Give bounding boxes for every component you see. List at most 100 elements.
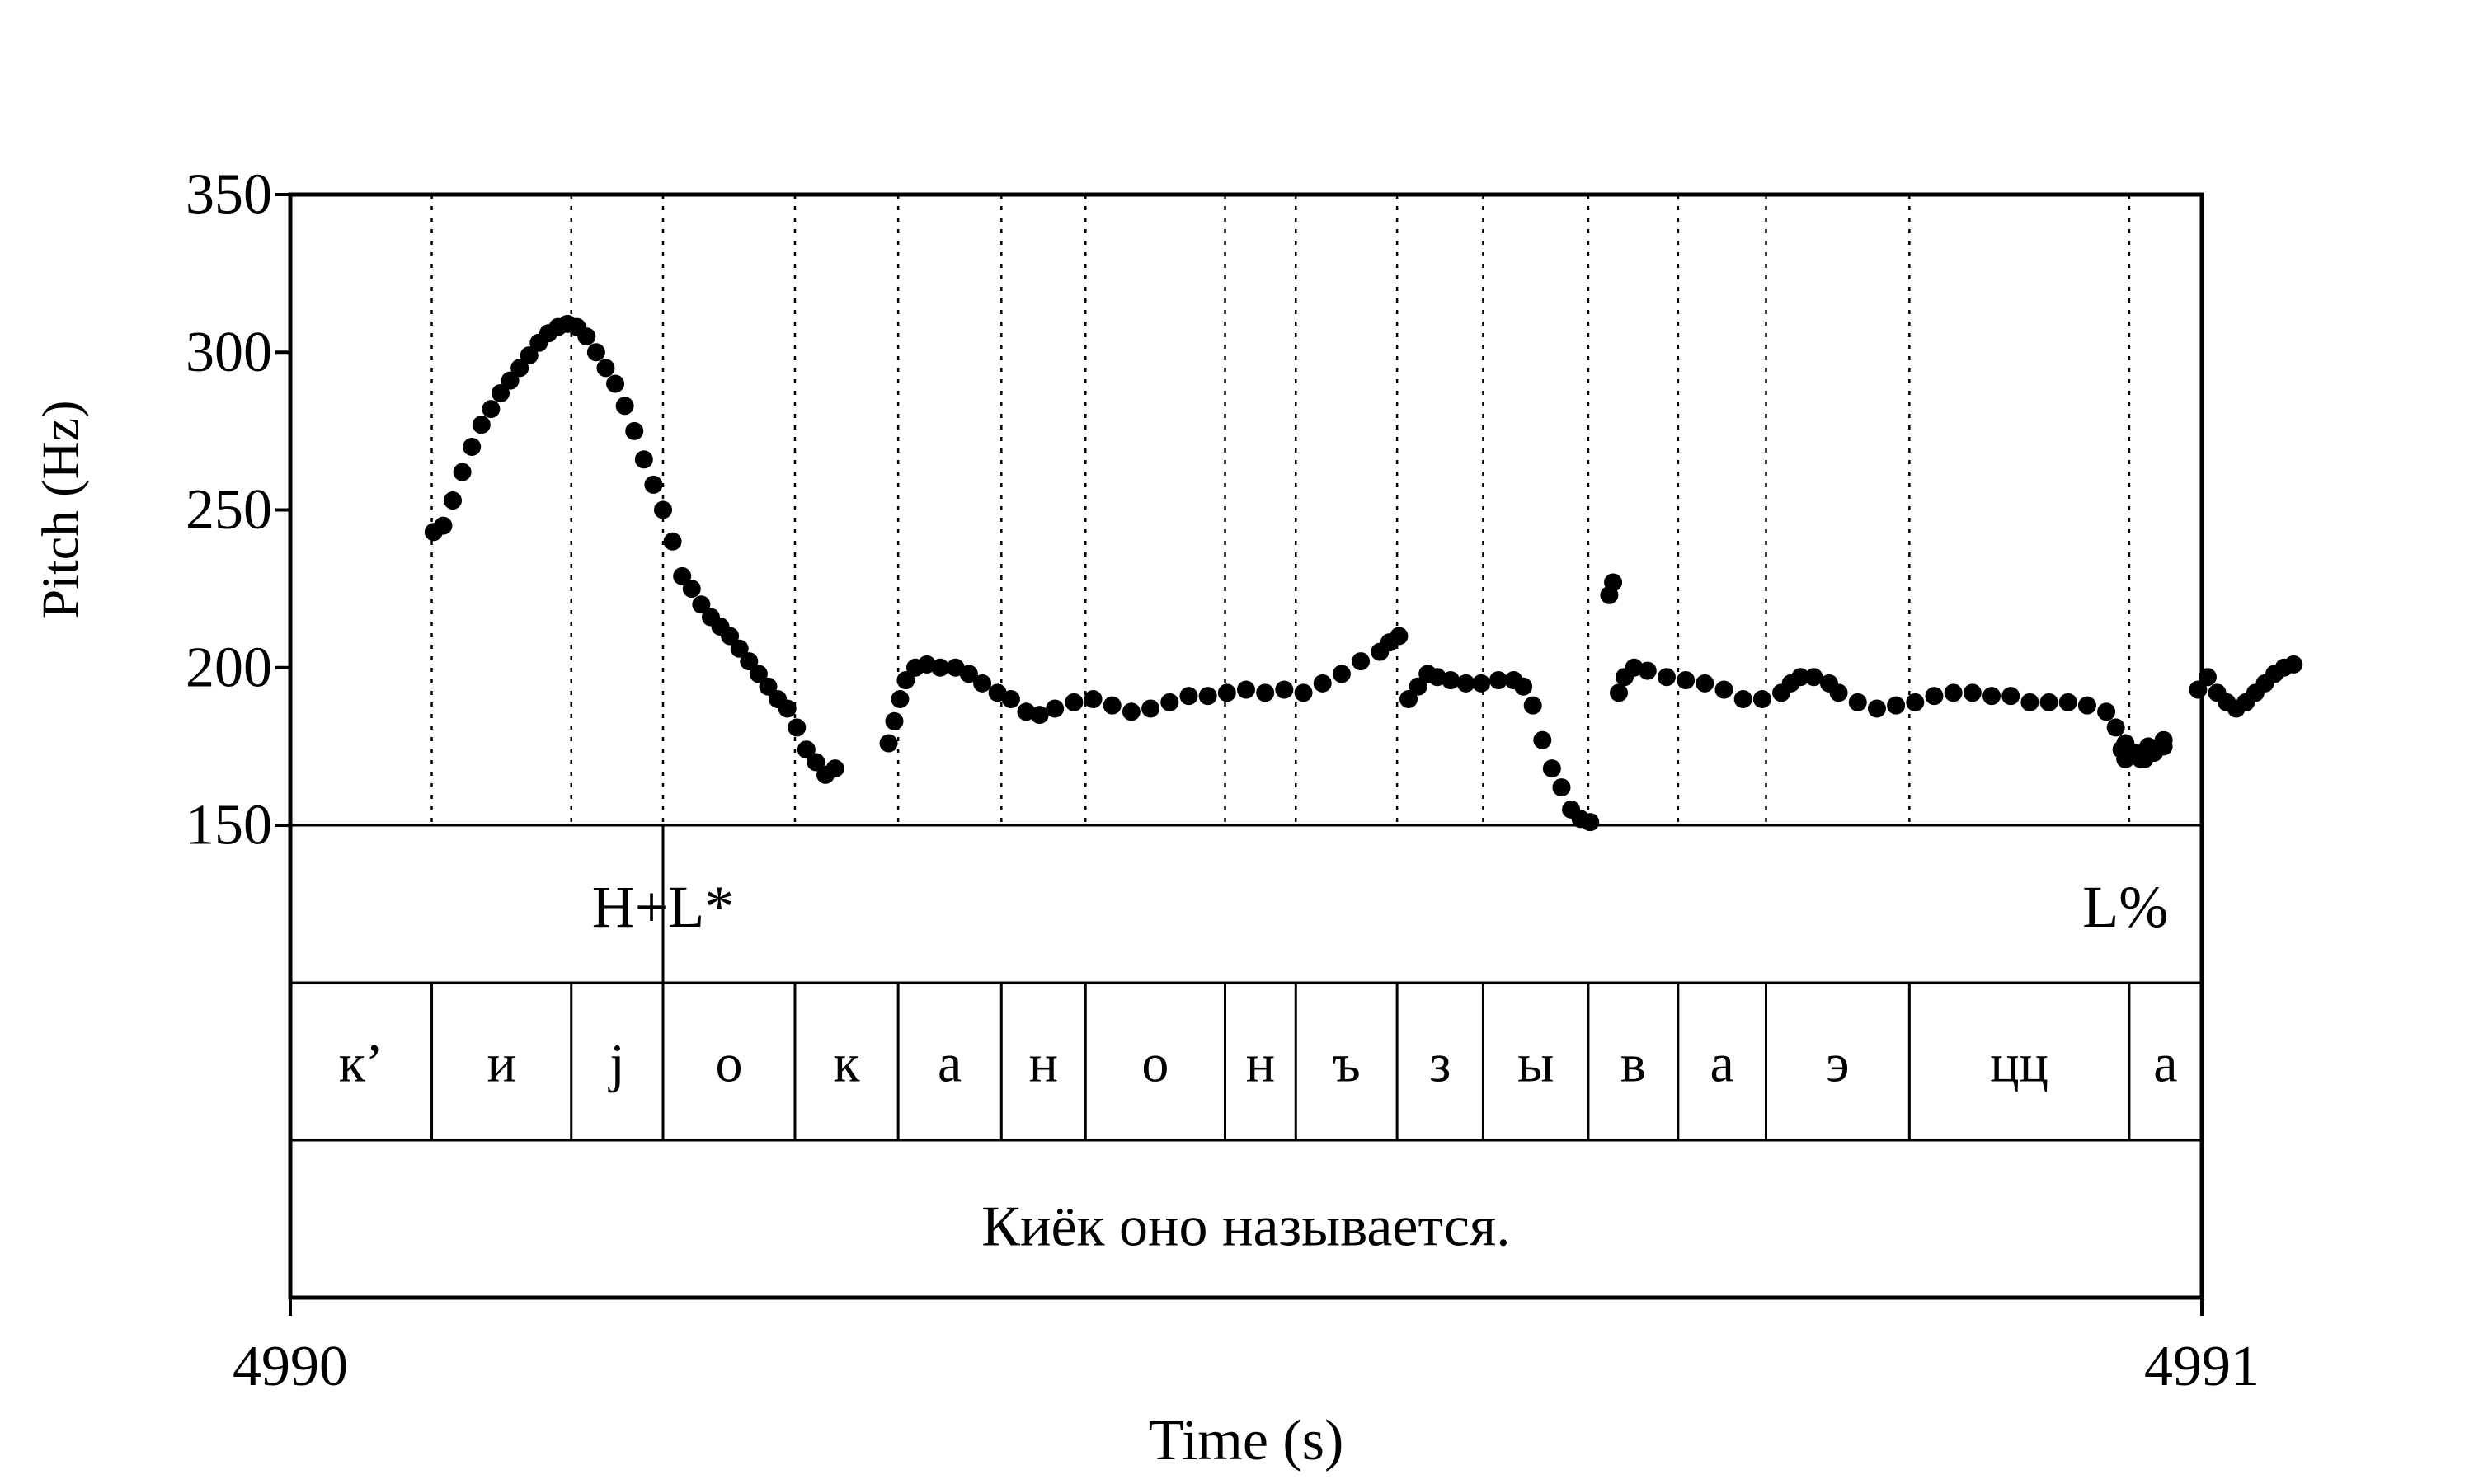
- pitch-point: [596, 359, 615, 378]
- pitch-point: [1409, 677, 1427, 696]
- sentence-tier-labels: Киёк оно называется.: [981, 1195, 1510, 1259]
- pitch-point: [1456, 674, 1475, 693]
- pitch-point: [2077, 696, 2096, 715]
- pitch-point: [1065, 693, 1084, 711]
- pitch-point: [1638, 661, 1657, 680]
- pitch-point: [1867, 699, 1886, 718]
- phone-label: а: [938, 1034, 962, 1094]
- pitch-point: [1489, 671, 1507, 690]
- pitch-points: [424, 314, 2303, 832]
- tone-label: H+L*: [592, 874, 735, 940]
- x-tick-label: 4991: [2144, 1335, 2260, 1398]
- pitch-point: [2131, 749, 2150, 768]
- pitch-point: [634, 450, 653, 469]
- pitch-point: [673, 566, 692, 585]
- pitch-point: [1696, 674, 1714, 693]
- pitch-point: [586, 343, 605, 362]
- pitch-point: [1217, 683, 1236, 702]
- pitch-point: [682, 580, 701, 599]
- phone-label: в: [1620, 1034, 1646, 1094]
- x-tick-label: 4990: [233, 1335, 348, 1398]
- plot-frame: [288, 192, 2204, 1300]
- pitch-point: [1677, 671, 1696, 690]
- pitch-point: [501, 371, 520, 390]
- pitch-point: [1399, 690, 1418, 708]
- pitch-point: [1198, 687, 1217, 706]
- pitch-point: [721, 627, 740, 646]
- pitch-point: [1179, 687, 1198, 706]
- pitch-point: [2106, 718, 2125, 737]
- phone-label: а: [1710, 1034, 1734, 1094]
- pitch-point: [606, 374, 625, 393]
- y-tick-label: 200: [186, 636, 272, 699]
- pitch-point: [1982, 687, 2001, 706]
- phone-label: цц: [1990, 1034, 2048, 1094]
- phone-label: н: [1029, 1034, 1058, 1094]
- pitch-point: [797, 740, 816, 759]
- pitch-point: [1906, 693, 1925, 711]
- y-axis-ticks: 150 200 250 300 350: [186, 163, 290, 857]
- pitch-point: [1313, 674, 1332, 693]
- tier-dividers: [430, 825, 2131, 1140]
- pitch-point: [1542, 759, 1561, 778]
- pitch-point: [2058, 693, 2077, 711]
- sentence-label: Киёк оно называется.: [981, 1195, 1510, 1259]
- pitch-point: [1514, 677, 1533, 696]
- pitch-point: [788, 718, 807, 737]
- pitch-point: [730, 639, 749, 658]
- pitch-point: [1160, 693, 1179, 711]
- y-tick-label: 350: [186, 163, 272, 227]
- y-tick-label: 300: [186, 321, 272, 384]
- phone-label: о: [715, 1034, 742, 1094]
- pitch-point: [663, 532, 682, 551]
- y-tick-label: 150: [186, 794, 272, 857]
- phone-label: j: [608, 1034, 624, 1094]
- pitch-point: [434, 516, 453, 535]
- pitch-point: [740, 652, 759, 671]
- y-axis-title: Pitch (Hz): [31, 401, 90, 619]
- pitch-point: [825, 759, 844, 778]
- pitch-point: [1237, 680, 1255, 699]
- x-axis-title: Time (s): [1149, 1409, 1344, 1472]
- phone-label: э: [1826, 1034, 1849, 1094]
- pitch-point: [1030, 706, 1049, 725]
- pitch-point: [1294, 683, 1313, 702]
- pitch-point: [1141, 699, 1160, 718]
- pitch-point: [491, 383, 510, 402]
- pitch-point: [1714, 680, 1733, 699]
- pitch-point: [1472, 674, 1491, 693]
- pitch-point: [1752, 690, 1771, 708]
- pitch-point: [1275, 680, 1294, 699]
- pitch-point: [1848, 693, 1867, 711]
- pitch-point: [1442, 671, 1460, 690]
- phone-label: н: [1246, 1034, 1275, 1094]
- tone-label: L%: [2082, 874, 2168, 940]
- pitch-point: [1963, 683, 1982, 702]
- pitch-point: [654, 500, 673, 519]
- tone-tier-labels: H+L* L%: [592, 874, 2169, 940]
- interval-guide-lines: [430, 195, 2131, 825]
- pitch-point: [2039, 693, 2058, 711]
- pitch-point: [1552, 778, 1571, 797]
- pitch-point: [1523, 696, 1542, 715]
- pitch-point: [896, 671, 915, 690]
- pitch-point: [1925, 687, 1944, 706]
- pitch-point: [692, 595, 711, 614]
- phone-label: з: [1429, 1034, 1451, 1094]
- phone-label: к: [833, 1034, 860, 1094]
- pitch-point: [1610, 683, 1629, 702]
- pitch-point: [973, 674, 992, 693]
- pitch-point: [1944, 683, 1963, 702]
- pitch-point: [749, 665, 768, 683]
- pitch-point: [644, 475, 663, 494]
- pitch-point: [2116, 749, 2135, 768]
- phone-label: и: [487, 1034, 515, 1094]
- pitch-point: [1103, 696, 1122, 715]
- pitch-point: [1791, 668, 1810, 687]
- pitch-point: [1352, 652, 1371, 671]
- pitch-point: [1604, 573, 1623, 592]
- pitch-point: [615, 397, 634, 416]
- pitch-point: [463, 438, 482, 456]
- x-axis-ticks: 4990 4991: [233, 1298, 2260, 1398]
